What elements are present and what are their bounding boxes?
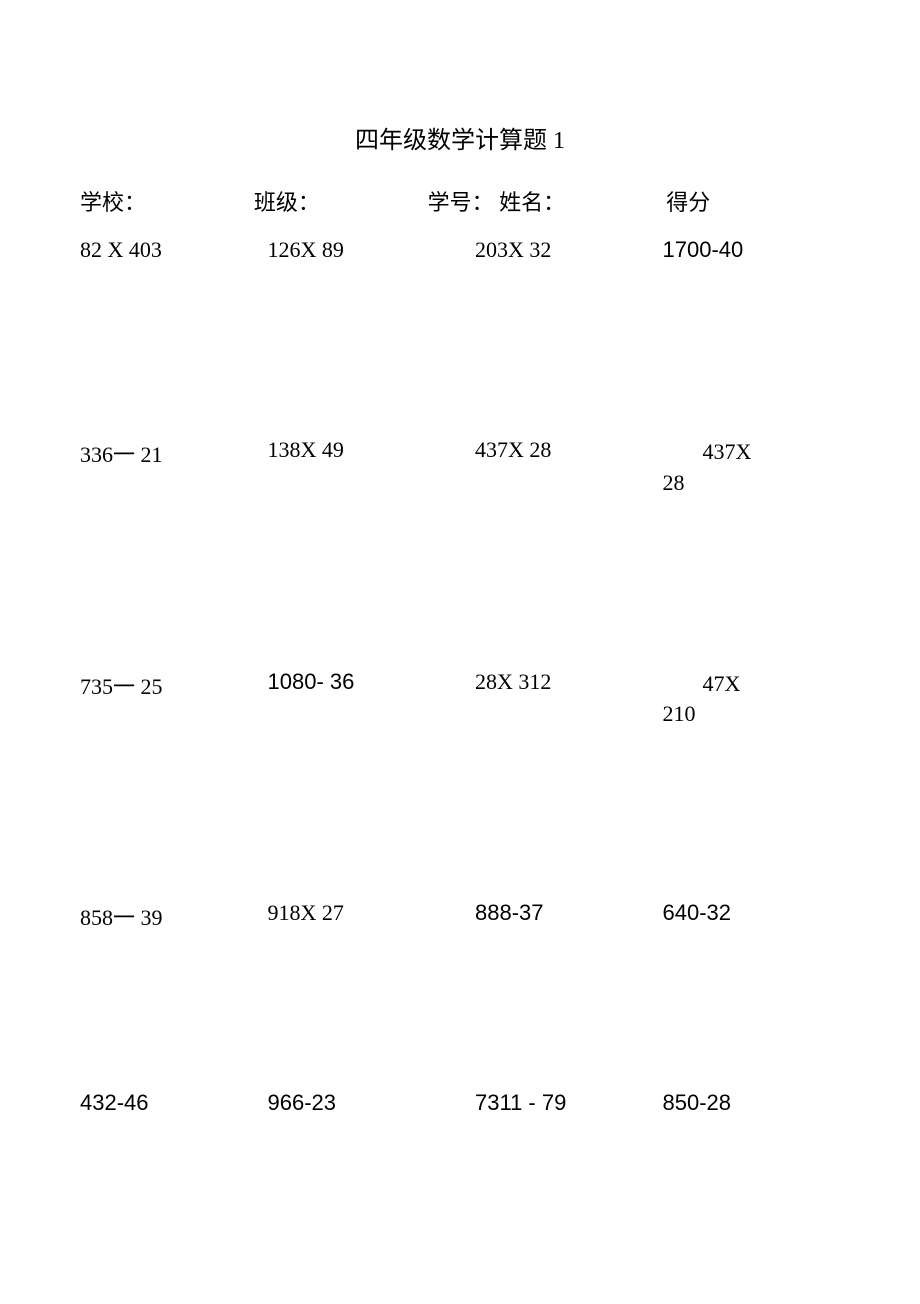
problem-cell: 640-32 bbox=[653, 900, 841, 940]
problem-cell: 82 X 403 bbox=[80, 237, 258, 277]
label-score: 得分 bbox=[636, 185, 840, 217]
info-header-row: 学校： 班级： 学号： 姓名： 得分 bbox=[80, 185, 840, 217]
worksheet-page: 四年级数学计算题 1 学校： 班级： 学号： 姓名： 得分 82 X 403 1… bbox=[0, 0, 920, 1304]
problem-cell: 47X 210 bbox=[653, 669, 841, 731]
problem-cell: 966-23 bbox=[258, 1090, 446, 1130]
problem-cell: 336一 21 bbox=[80, 437, 258, 477]
problem-cell: 432-46 bbox=[80, 1090, 258, 1130]
problem-cell: 888-37 bbox=[445, 900, 653, 940]
problem-row: 82 X 403 126X 89 203X 32 1700-40 bbox=[80, 237, 840, 277]
problem-text-bottom: 28 bbox=[663, 470, 685, 495]
problem-cell: 126X 89 bbox=[258, 237, 446, 277]
problem-row: 336一 21 138X 49 437X 28 437X 28 bbox=[80, 437, 840, 499]
problem-cell: 203X 32 bbox=[445, 237, 653, 277]
problem-cell: 28X 312 bbox=[445, 669, 653, 709]
problem-cell: 437X 28 bbox=[445, 437, 653, 477]
problem-cell: 850-28 bbox=[653, 1090, 841, 1130]
problem-row: 432-46 966-23 7311 - 79 850-28 bbox=[80, 1090, 840, 1130]
problem-text-top: 47X bbox=[663, 669, 741, 700]
problem-cell: 918X 27 bbox=[258, 900, 446, 940]
problem-cell: 437X 28 bbox=[653, 437, 841, 499]
label-class: 班级： bbox=[254, 185, 428, 217]
problem-cell: 858一 39 bbox=[80, 900, 258, 940]
problem-row: 735一 25 1080- 36 28X 312 47X 210 bbox=[80, 669, 840, 731]
worksheet-title: 四年级数学计算题 1 bbox=[80, 120, 840, 155]
problem-cell: 735一 25 bbox=[80, 669, 258, 709]
problem-text-bottom: 210 bbox=[663, 701, 696, 726]
problem-row: 858一 39 918X 27 888-37 640-32 bbox=[80, 900, 840, 940]
problem-cell: 1700-40 bbox=[653, 237, 841, 277]
problem-cell: 1080- 36 bbox=[258, 669, 446, 709]
label-school: 学校： bbox=[80, 185, 254, 217]
problem-cell: 7311 - 79 bbox=[445, 1090, 653, 1130]
label-id-name: 学号： 姓名： bbox=[428, 185, 637, 217]
problem-cell: 138X 49 bbox=[258, 437, 446, 477]
problem-text-top: 437X bbox=[663, 437, 752, 468]
